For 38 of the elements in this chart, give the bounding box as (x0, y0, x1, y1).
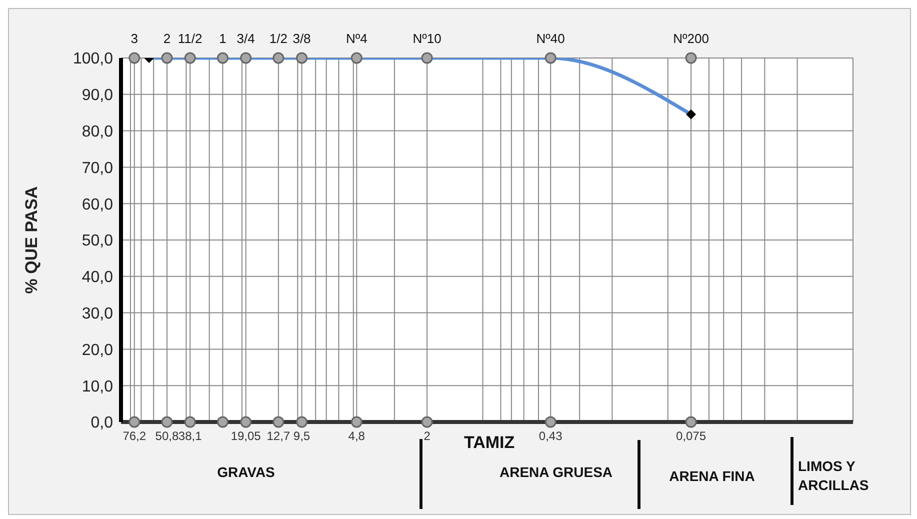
y-tick-label: 50,0 (82, 232, 114, 250)
x-tick-label: 38,1 (178, 429, 202, 443)
annotation: Nº4 (346, 31, 368, 46)
y-tick-label: 60,0 (82, 196, 114, 214)
y-tick-label: 10,0 (82, 378, 114, 396)
y-tick-label: 30,0 (82, 305, 114, 322)
annotation: Nº40 (536, 31, 565, 46)
y-tick-label: 20,0 (82, 342, 114, 359)
text: ARENA GRUESA (498, 463, 614, 482)
x-tick-label: 4,8 (348, 429, 366, 443)
text: LIMOS Y ARCILLAS (798, 457, 870, 495)
y-tick-label: 70,0 (82, 160, 114, 177)
annotation: 3/8 (292, 31, 311, 46)
x-tick-label: 76,2 (122, 429, 146, 443)
x-tick-label: 0,43 (538, 429, 563, 443)
y-tick-label: 90,0 (82, 87, 114, 104)
x-tick-label: 0,075 (676, 429, 706, 443)
text: GRAVAS (216, 463, 276, 482)
x-axis-title: TAMIZ (464, 433, 515, 453)
annotation: 11/2 (178, 31, 202, 46)
y-tick-label: 40,0 (82, 269, 114, 286)
y-tick-label: 80,0 (82, 123, 114, 140)
text: ARENA FINA (668, 467, 756, 486)
annotation: 1 (219, 31, 226, 46)
annotation: Nº200 (673, 31, 709, 46)
x-tick-label: 12,7 (266, 429, 290, 443)
annotation: 3/4 (236, 31, 255, 46)
annotation: 1/2 (269, 31, 288, 46)
x-tick-label: 2 (424, 429, 431, 443)
y-tick-label: 0,0 (90, 414, 114, 432)
annotation: 2 (163, 31, 171, 46)
x-tick-label: 50,8 (155, 429, 179, 443)
y-axis-title: % QUE PASA (22, 186, 42, 294)
x-tick-label: 9,5 (293, 429, 310, 443)
y-tick-label: 100,0 (72, 50, 114, 68)
annotation: 3 (130, 31, 138, 46)
annotation: Nº10 (412, 31, 442, 46)
x-tick-label: 19,05 (230, 429, 262, 443)
